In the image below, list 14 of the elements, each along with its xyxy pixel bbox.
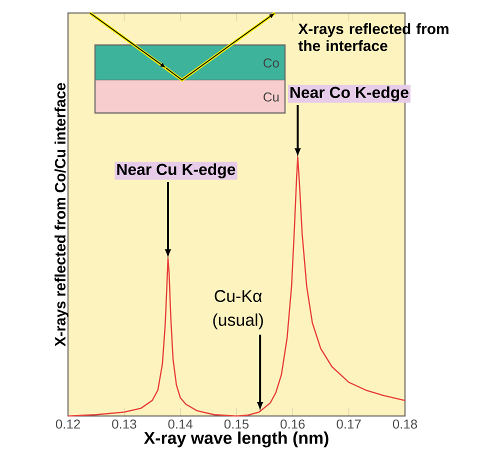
x-tick-label: 0.12 [56, 420, 80, 429]
y-axis-title: X-rays reflected from Co/Cu interface [54, 82, 68, 346]
annotation: Near Co K-edge [290, 86, 408, 102]
x-tick-label: 0.14 [168, 420, 193, 429]
x-tick-label: 0.16 [280, 420, 305, 429]
text: Co [264, 58, 279, 68]
x-tick-label: 0.15 [224, 420, 249, 429]
x-tick-label: 0.18 [392, 420, 418, 429]
annotation: Cu-Kα (usual) [213, 290, 263, 330]
x-tick-label: 0.17 [336, 420, 361, 429]
x-axis-title: X-ray wave length (nm) [144, 432, 328, 448]
annotation: Near Cu K-edge [117, 163, 236, 178]
x-tick-label: 0.13 [112, 420, 136, 429]
text: Cu [264, 92, 279, 102]
